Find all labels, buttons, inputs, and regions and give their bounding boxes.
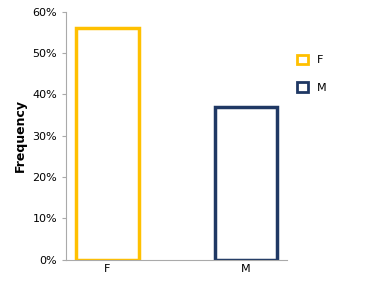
Legend: F, M: F, M [297, 55, 327, 93]
Y-axis label: Frequency: Frequency [14, 99, 27, 172]
Bar [76, 28, 139, 260]
Bar [215, 107, 277, 260]
